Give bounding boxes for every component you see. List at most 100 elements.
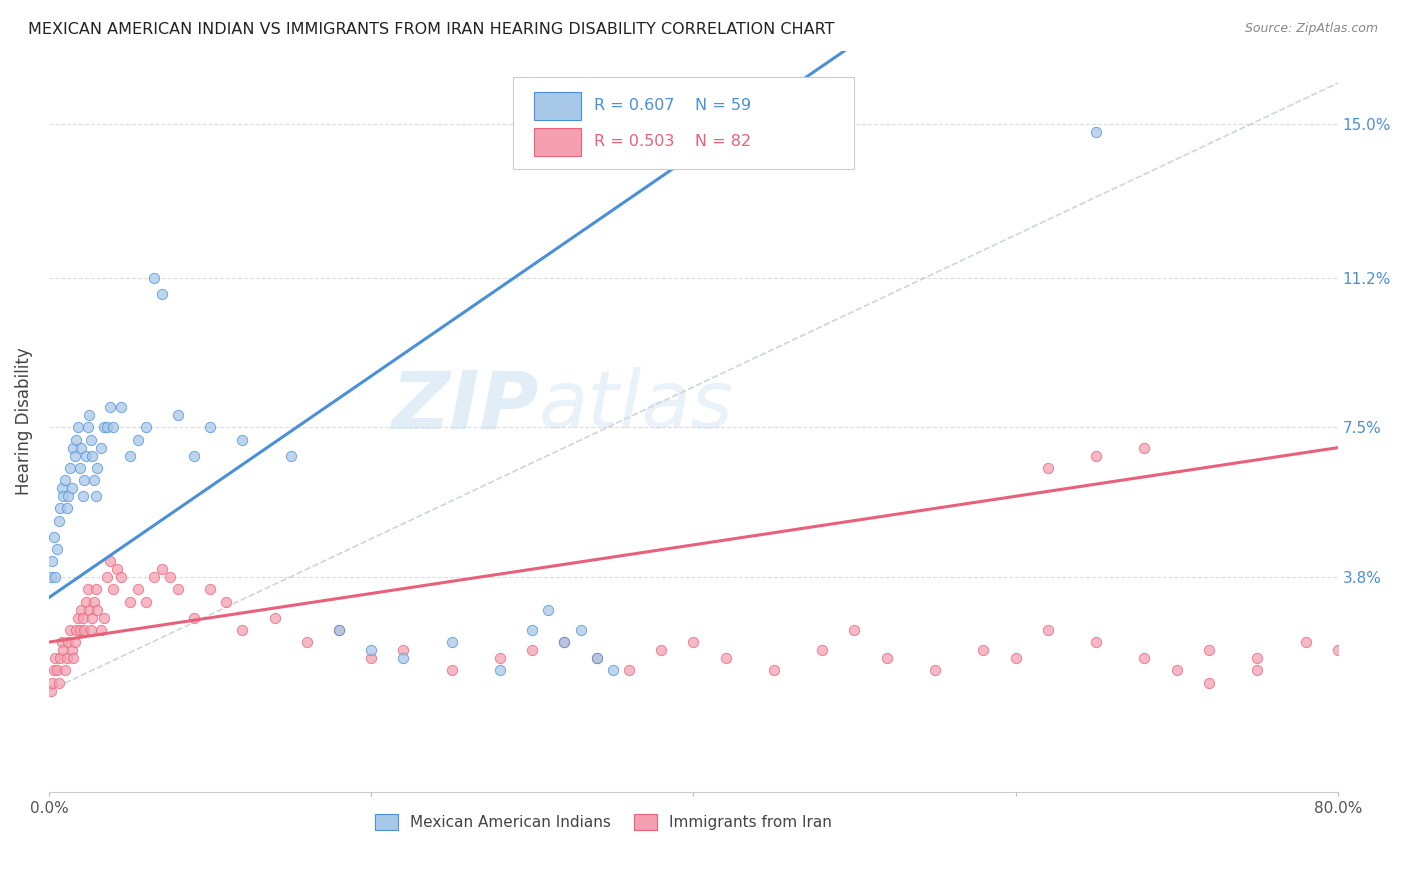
Point [617,664,640,678]
Point [66,611,89,625]
Point [80,433,103,447]
Point [142,270,165,285]
Point [392,651,415,665]
Text: Source: ZipAtlas.com: Source: ZipAtlas.com [1244,22,1378,36]
Point [328,623,350,637]
Point [1246,651,1268,665]
Point [80,623,103,637]
Y-axis label: Hearing Disability: Hearing Disability [15,348,32,495]
Point [59,461,82,475]
Point [650,643,672,657]
Point [84,489,107,503]
Point [118,594,141,608]
Point [73,623,96,637]
Point [53,473,76,487]
Text: R = 0.503    N = 82: R = 0.503 N = 82 [595,134,751,149]
Point [39,683,62,698]
Point [46,541,69,556]
Point [280,449,302,463]
Point [1133,441,1156,455]
Point [75,594,97,608]
Point [59,623,82,637]
Point [103,582,125,597]
Point [1295,635,1317,649]
Point [96,420,118,434]
Point [198,582,221,597]
Point [41,554,63,568]
Point [86,602,108,616]
Point [77,602,100,616]
Point [360,643,382,657]
Point [44,570,66,584]
Point [1198,675,1220,690]
FancyBboxPatch shape [533,128,581,156]
Point [65,433,87,447]
Point [522,623,544,637]
Point [42,530,65,544]
Point [48,675,70,690]
Point [183,611,205,625]
Point [231,623,253,637]
Point [83,473,105,487]
Point [1166,664,1188,678]
Point [76,420,98,434]
Point [103,420,125,434]
Point [159,570,181,584]
Point [70,441,93,455]
Point [142,570,165,584]
Point [46,664,69,678]
Point [83,594,105,608]
Point [93,420,115,434]
Point [522,643,544,657]
Point [63,449,86,463]
Point [66,420,89,434]
Point [150,562,173,576]
Point [62,651,84,665]
Point [48,514,70,528]
Point [1085,449,1108,463]
Point [811,643,834,657]
Point [127,433,149,447]
Point [569,623,592,637]
Point [44,651,66,665]
Point [51,481,73,495]
Point [328,623,350,637]
Point [49,651,72,665]
Point [440,635,463,649]
Text: atlas: atlas [538,368,734,445]
Point [98,400,121,414]
Point [42,664,65,678]
Point [1326,643,1348,657]
Point [166,409,188,423]
Point [118,449,141,463]
Point [60,481,83,495]
Point [1036,461,1059,475]
Legend: Mexican American Indians, Immigrants from Iran: Mexican American Indians, Immigrants fro… [368,808,838,836]
Point [844,623,866,637]
Point [82,449,104,463]
Point [1085,125,1108,139]
Point [58,489,80,503]
Point [93,611,115,625]
Point [714,651,737,665]
Point [77,409,100,423]
Point [1085,635,1108,649]
Point [55,501,77,516]
Point [98,554,121,568]
Point [135,420,157,434]
Point [58,635,80,649]
Point [86,461,108,475]
Point [105,562,128,576]
Point [69,623,91,637]
Point [69,461,91,475]
Point [876,651,898,665]
Text: ZIP: ZIP [391,368,538,445]
Text: R = 0.607    N = 59: R = 0.607 N = 59 [595,98,751,113]
Point [63,635,86,649]
Point [602,664,624,678]
Point [440,664,463,678]
Point [60,643,83,657]
Point [360,651,382,665]
Point [49,501,72,516]
Point [537,602,560,616]
